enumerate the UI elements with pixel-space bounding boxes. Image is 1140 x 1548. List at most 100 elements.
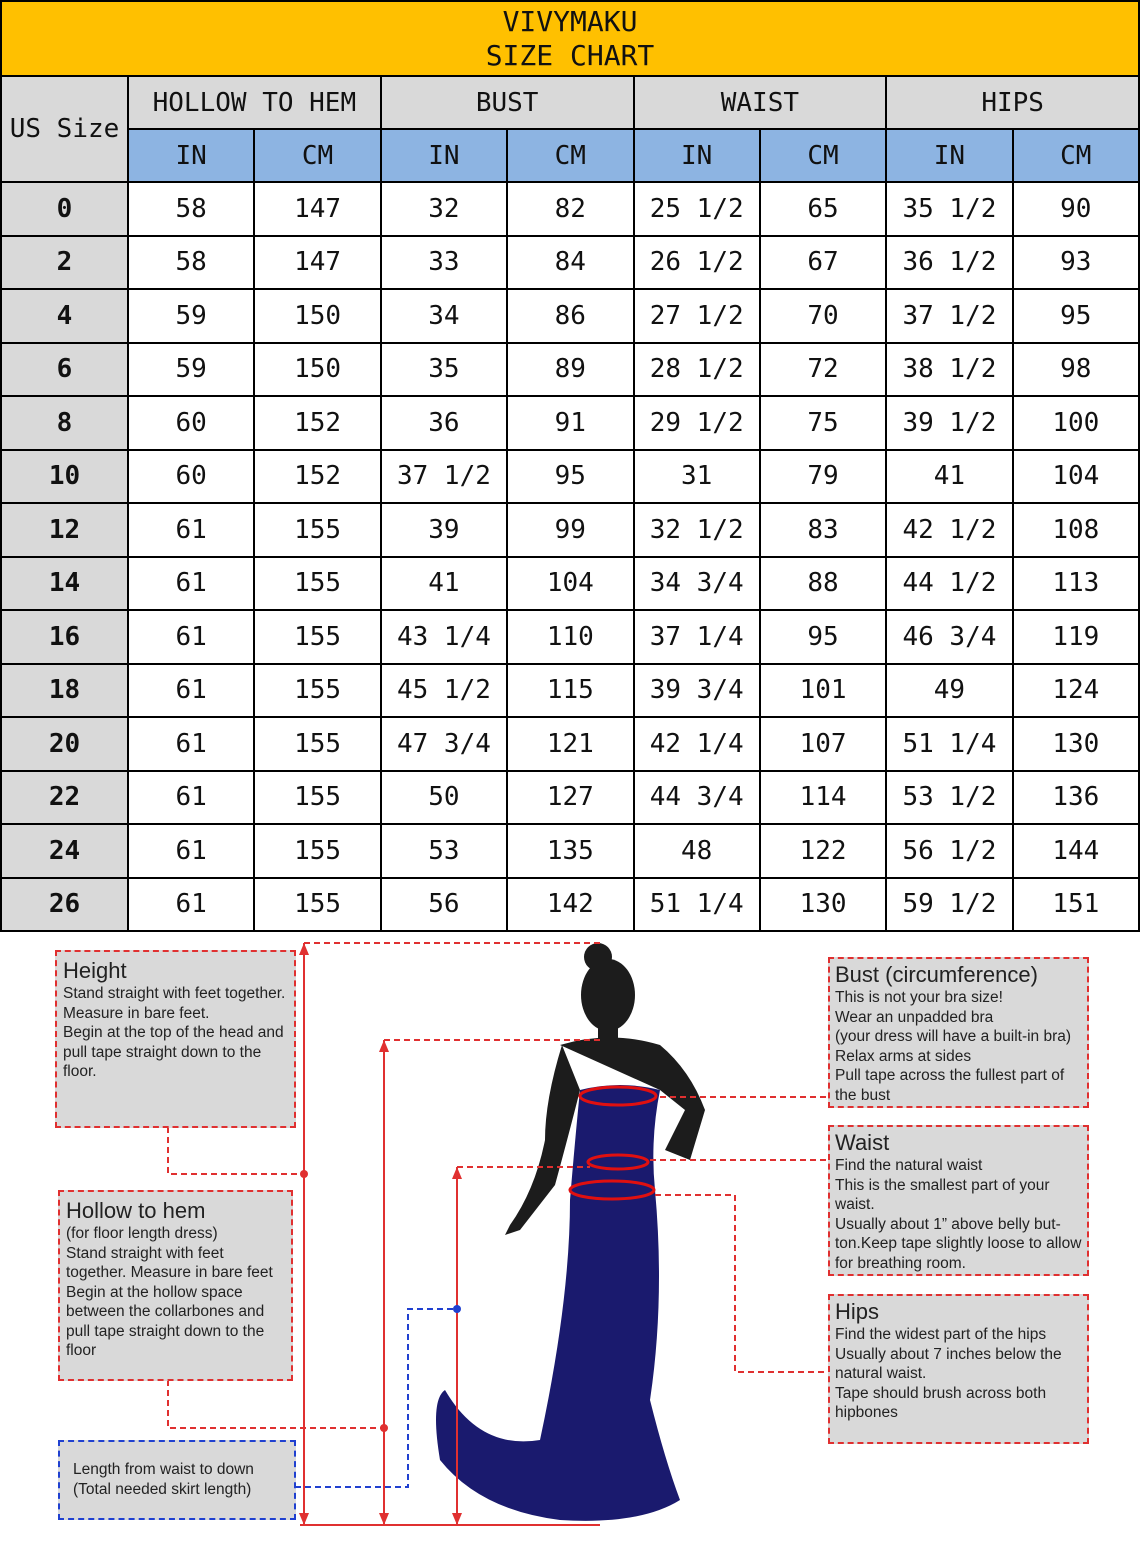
value-cell: 95 <box>758 609 888 665</box>
value-cell: 147 <box>253 234 382 290</box>
size-cell: 10 <box>0 448 129 504</box>
hollow-guide: Hollow to hem (for floor length dress) S… <box>58 1190 293 1381</box>
value-cell: 114 <box>758 769 888 825</box>
waist-guide: Waist Find the natural waist This is the… <box>828 1125 1089 1276</box>
value-cell: 113 <box>1011 555 1140 611</box>
value-cell: 152 <box>253 448 382 504</box>
value-cell: 144 <box>1011 823 1140 879</box>
value-cell: 45 1/2 <box>379 662 509 718</box>
table-row: 20 61 155 47 3/4 121 42 1/4 107 51 1/4 130 <box>0 716 1140 772</box>
value-cell: 36 1/2 <box>885 234 1014 290</box>
value-cell: 155 <box>253 555 382 611</box>
value-cell: 42 1/4 <box>632 716 761 772</box>
value-cell: 151 <box>1011 876 1140 932</box>
value-cell: 91 <box>506 395 635 451</box>
hips-title: Hips <box>835 1299 880 1324</box>
waist-title: Waist <box>835 1130 890 1155</box>
table-row: 26 61 155 56 142 51 1/4 130 59 1/2 151 <box>0 876 1140 932</box>
unit-header: CM <box>253 128 382 183</box>
value-cell: 88 <box>758 555 888 611</box>
size-cell: 22 <box>0 769 129 825</box>
unit-header: IN <box>126 128 256 183</box>
value-cell: 108 <box>1011 502 1140 558</box>
size-cell: 2 <box>0 234 129 290</box>
table-row: 10 60 152 37 1/2 95 31 79 41 104 <box>0 448 1140 504</box>
value-cell: 99 <box>506 502 635 558</box>
value-cell: 155 <box>253 609 382 665</box>
value-cell: 47 3/4 <box>379 716 509 772</box>
value-cell: 136 <box>1011 769 1140 825</box>
value-cell: 121 <box>506 716 635 772</box>
table-row: 8 60 152 36 91 29 1/2 75 39 1/2 100 <box>0 395 1140 451</box>
value-cell: 61 <box>126 876 256 932</box>
unit-header: IN <box>885 128 1014 183</box>
size-cell: 4 <box>0 288 129 344</box>
value-cell: 51 1/4 <box>632 876 761 932</box>
table-row: 2 58 147 33 84 26 1/2 67 36 1/2 93 <box>0 234 1140 290</box>
value-cell: 90 <box>1011 181 1140 237</box>
value-cell: 65 <box>758 181 888 237</box>
unit-header: IN <box>632 128 761 183</box>
value-cell: 37 1/2 <box>379 448 509 504</box>
value-cell: 72 <box>758 341 888 397</box>
value-cell: 135 <box>506 823 635 879</box>
value-cell: 32 <box>379 181 509 237</box>
size-cell: 16 <box>0 609 129 665</box>
value-cell: 104 <box>1011 448 1140 504</box>
value-cell: 127 <box>506 769 635 825</box>
value-cell: 25 1/2 <box>632 181 761 237</box>
value-cell: 130 <box>758 876 888 932</box>
value-cell: 56 1/2 <box>885 823 1014 879</box>
value-cell: 155 <box>253 876 382 932</box>
size-cell: 18 <box>0 662 129 718</box>
value-cell: 42 1/2 <box>885 502 1014 558</box>
waist-text: Find the natural waist This is the small… <box>835 1157 1082 1272</box>
value-cell: 44 3/4 <box>632 769 761 825</box>
table-row: 22 61 155 50 127 44 3/4 114 53 1/2 136 <box>0 769 1140 825</box>
value-cell: 43 1/4 <box>379 609 509 665</box>
height-title: Height <box>63 958 127 983</box>
value-cell: 110 <box>506 609 635 665</box>
height-guide: Height Stand straight with feet together… <box>55 950 296 1128</box>
value-cell: 59 <box>126 288 256 344</box>
value-cell: 44 1/2 <box>885 555 1014 611</box>
value-cell: 36 <box>379 395 509 451</box>
unit-header: CM <box>506 128 635 183</box>
value-cell: 29 1/2 <box>632 395 761 451</box>
group-header: HIPS <box>885 75 1140 130</box>
hollow-text: (for floor length dress) Stand straight … <box>66 1225 273 1359</box>
value-cell: 67 <box>758 234 888 290</box>
dress-shape <box>436 1085 680 1521</box>
value-cell: 35 1/2 <box>885 181 1014 237</box>
value-cell: 82 <box>506 181 635 237</box>
value-cell: 107 <box>758 716 888 772</box>
value-cell: 39 3/4 <box>632 662 761 718</box>
size-cell: 6 <box>0 341 129 397</box>
measure-dots <box>299 943 462 1525</box>
size-cell: 12 <box>0 502 129 558</box>
unit-header: CM <box>758 128 888 183</box>
value-cell: 41 <box>885 448 1014 504</box>
size-cell: 0 <box>0 181 129 237</box>
hollow-title: Hollow to hem <box>66 1198 206 1223</box>
value-cell: 39 <box>379 502 509 558</box>
value-cell: 61 <box>126 769 256 825</box>
value-cell: 61 <box>126 662 256 718</box>
value-cell: 101 <box>758 662 888 718</box>
value-cell: 147 <box>253 181 382 237</box>
value-cell: 86 <box>506 288 635 344</box>
value-cell: 34 3/4 <box>632 555 761 611</box>
measure-lines <box>167 942 828 1526</box>
value-cell: 34 <box>379 288 509 344</box>
size-cell: 24 <box>0 823 129 879</box>
value-cell: 84 <box>506 234 635 290</box>
value-cell: 28 1/2 <box>632 341 761 397</box>
hips-text: Find the widest part of the hips Usually… <box>835 1326 1062 1421</box>
value-cell: 150 <box>253 288 382 344</box>
value-cell: 53 1/2 <box>885 769 1014 825</box>
value-cell: 61 <box>126 555 256 611</box>
value-cell: 51 1/4 <box>885 716 1014 772</box>
value-cell: 53 <box>379 823 509 879</box>
value-cell: 75 <box>758 395 888 451</box>
